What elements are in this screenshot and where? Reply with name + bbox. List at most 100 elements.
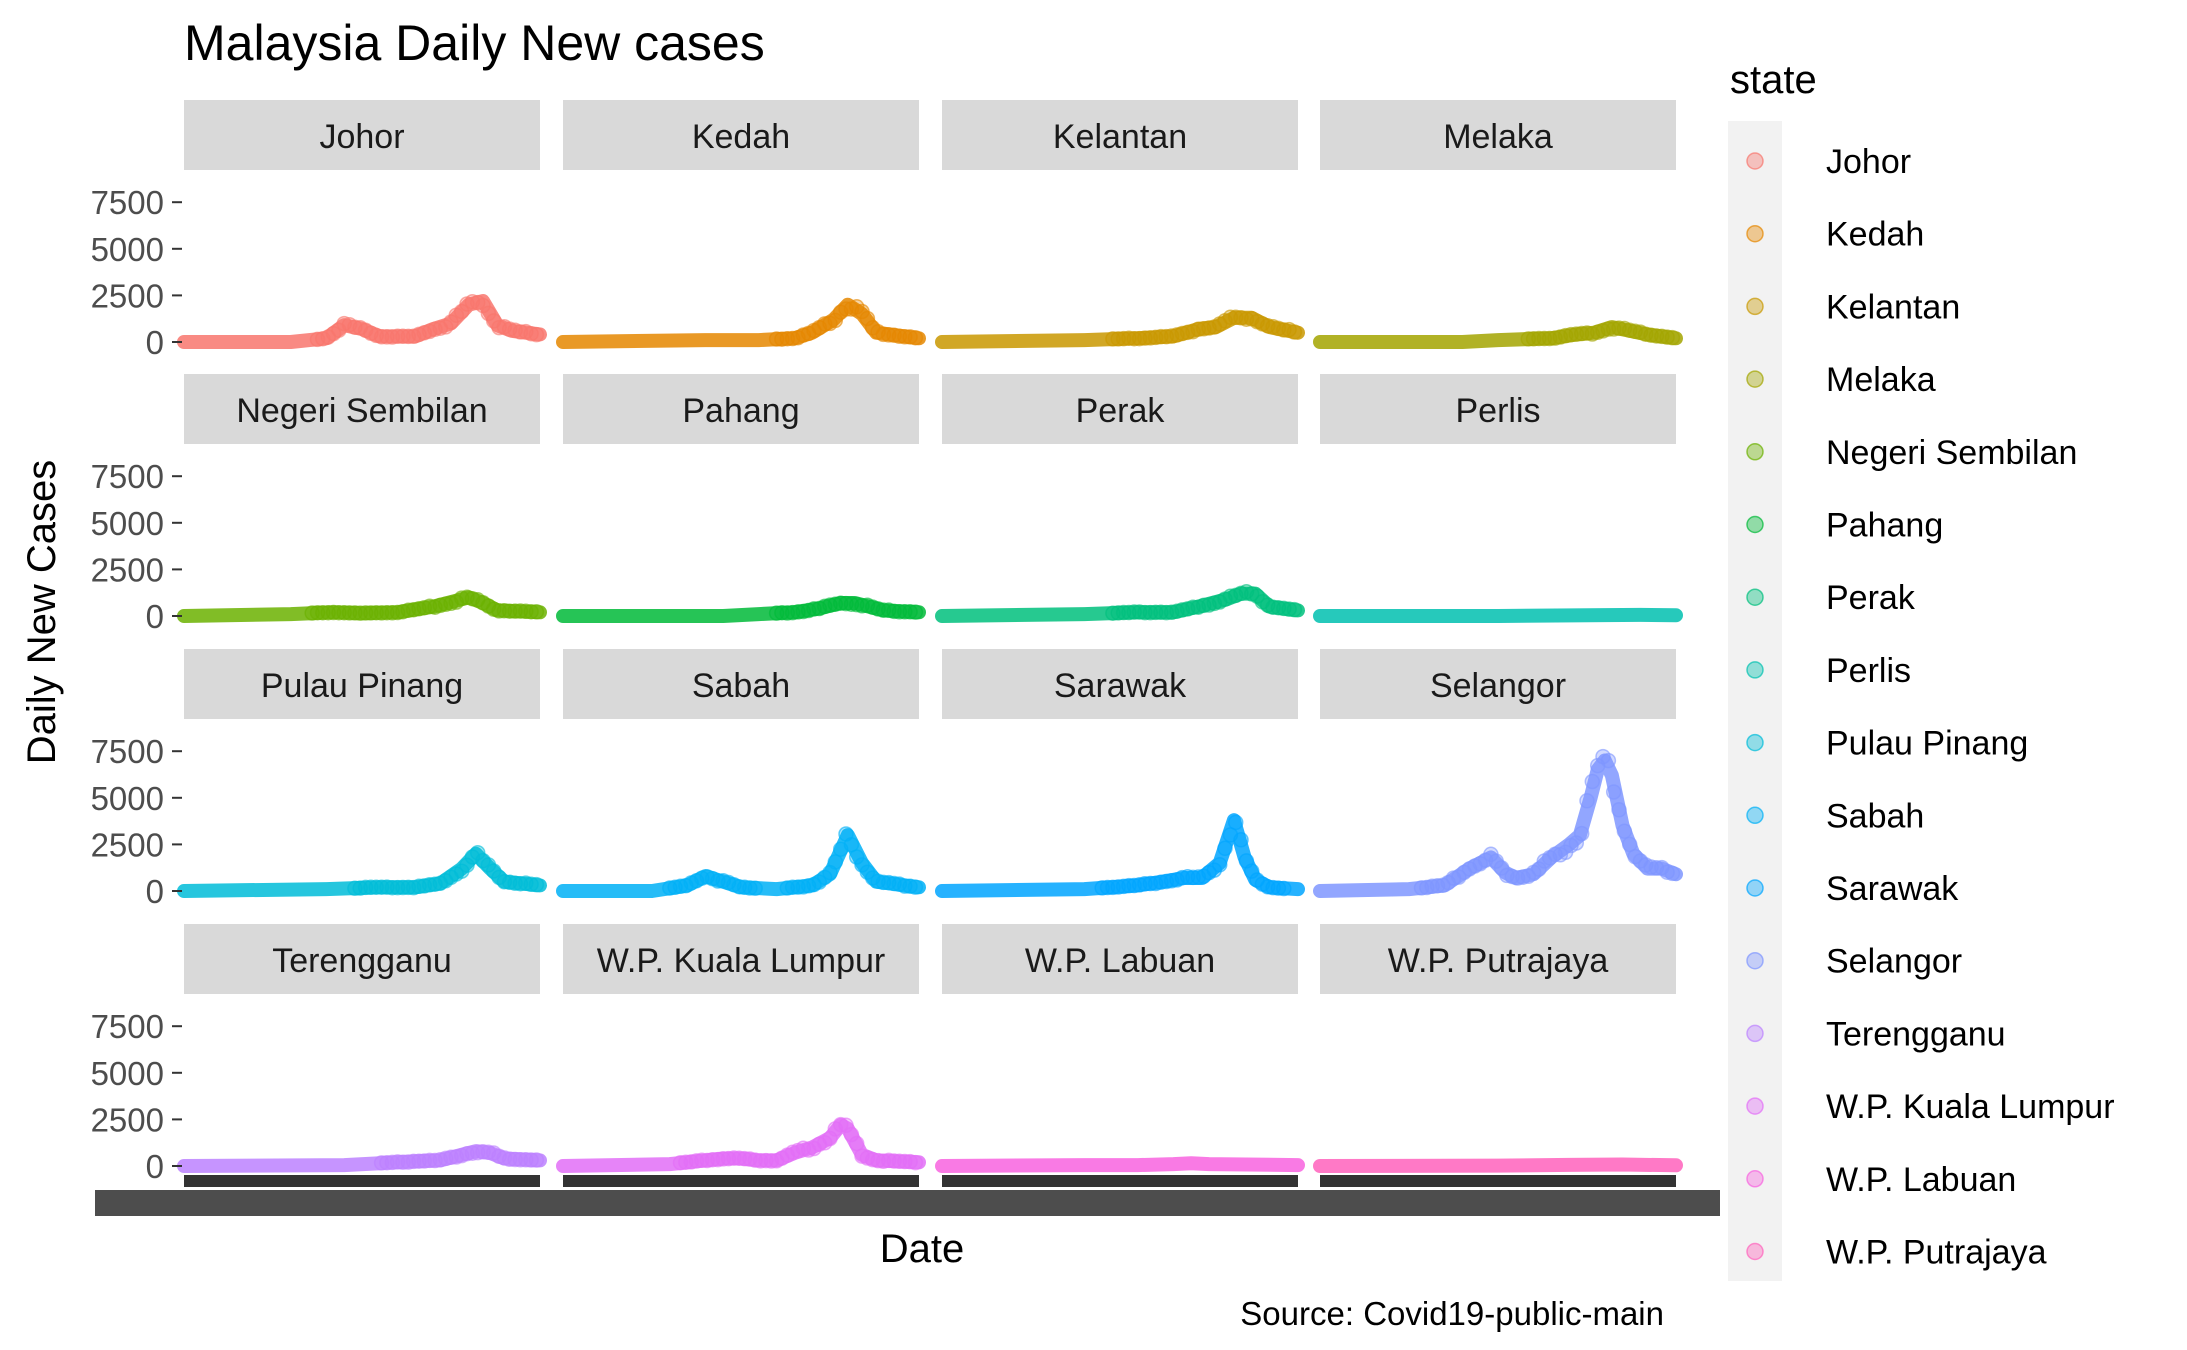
panel-pulau-pinang: Pulau Pinang — [177, 649, 547, 898]
data-point — [405, 1153, 422, 1170]
panel-sarawak: Sarawak — [935, 649, 1305, 898]
data-point — [1568, 835, 1585, 851]
data-point — [827, 596, 844, 612]
data-point — [518, 1152, 534, 1168]
y-tick-label: 5000 — [91, 780, 164, 817]
facet-strip — [942, 100, 1298, 170]
data-point — [1227, 814, 1244, 831]
facet-strip-label: Kedah — [692, 118, 790, 156]
y-tick-label: 5000 — [91, 1055, 164, 1092]
panel-perak: Perak — [935, 374, 1305, 623]
series-points — [373, 1144, 545, 1171]
data-point — [523, 325, 539, 342]
legend-key — [1746, 733, 1764, 752]
series-points — [768, 595, 924, 621]
panel-sabah: Sabah — [556, 649, 926, 898]
facet-strip-label: Negeri Sembilan — [236, 392, 487, 430]
data-point — [1126, 604, 1142, 620]
series-points — [768, 299, 924, 347]
facet-strip-label: Melaka — [1443, 118, 1553, 156]
y-tick-label: 2500 — [91, 551, 164, 588]
legend-key — [1746, 443, 1764, 461]
panel-w-p-kuala-lumpur: W.P. Kuala Lumpur — [556, 924, 926, 1187]
legend-item: Perak — [1746, 579, 1916, 617]
facet-strip-label: Sarawak — [1054, 667, 1187, 705]
facet-strip-label: W.P. Labuan — [1025, 942, 1215, 980]
data-point — [373, 329, 390, 345]
legend-label: Pulau Pinang — [1826, 725, 2028, 763]
data-point — [1659, 864, 1675, 880]
data-point — [379, 879, 395, 895]
legend-key — [1746, 515, 1764, 534]
data-point — [726, 1150, 742, 1166]
data-point — [768, 605, 785, 621]
legend-key — [1746, 224, 1764, 243]
legend-label: Perlis — [1826, 652, 1911, 690]
data-point — [395, 328, 411, 345]
facet-strip — [184, 649, 540, 719]
legend-item: W.P. Putrajaya — [1746, 1234, 2047, 1272]
data-point — [1643, 859, 1659, 875]
legend-key — [1746, 1097, 1764, 1115]
legend-label: Perak — [1826, 579, 1916, 617]
facet-strip — [184, 100, 540, 170]
legend-key — [1746, 879, 1764, 897]
legend-item: Terengganu — [1746, 1015, 2006, 1053]
legend-label: W.P. Labuan — [1826, 1161, 2016, 1199]
y-tick-label: 2500 — [91, 277, 164, 314]
panel-melaka: Melaka — [1313, 100, 1683, 349]
legend-item: Melaka — [1746, 361, 1936, 399]
data-point — [1270, 880, 1287, 896]
data-point — [886, 1153, 902, 1169]
legend-item: Selangor — [1746, 943, 1962, 981]
data-point — [1126, 330, 1142, 347]
legend-item: Sabah — [1746, 797, 1924, 835]
data-point — [1281, 601, 1297, 617]
data-point — [475, 297, 491, 314]
data-point — [694, 870, 710, 886]
data-point — [1286, 601, 1303, 618]
panel-w-p-labuan: W.P. Labuan — [935, 924, 1305, 1187]
legend-item: Pahang — [1746, 507, 1943, 545]
legend-label: Negeri Sembilan — [1826, 434, 2077, 472]
data-point — [1286, 324, 1303, 340]
y-tick-label: 5000 — [91, 505, 164, 542]
data-point — [363, 879, 379, 896]
panel-kelantan: Kelantan — [935, 100, 1305, 349]
facet-strip — [1320, 100, 1676, 170]
facet-strip-label: Kelantan — [1053, 118, 1187, 156]
data-point — [325, 604, 342, 621]
panel-selangor: Selangor — [1313, 649, 1683, 898]
panel-x-axis — [184, 1175, 540, 1187]
data-point — [1142, 604, 1159, 621]
data-point — [384, 879, 401, 896]
data-point — [832, 1116, 849, 1133]
data-point — [1179, 869, 1196, 885]
series-points — [304, 589, 545, 621]
data-point — [469, 1144, 486, 1161]
data-point — [768, 331, 785, 347]
data-point — [907, 329, 924, 346]
legend-items: Johor Kedah Kelantan Melaka Negeri Sembilan P… — [1746, 143, 2115, 1272]
data-point — [1249, 588, 1265, 604]
legend-label: Kedah — [1826, 216, 1924, 254]
data-point — [875, 1153, 892, 1170]
series-points — [1105, 309, 1303, 347]
series-points — [1094, 814, 1292, 897]
facet-strip — [1320, 924, 1676, 994]
data-point — [827, 854, 844, 870]
data-point — [1153, 604, 1169, 621]
x-axis-band — [95, 1190, 1720, 1216]
legend-label: Selangor — [1826, 943, 1962, 981]
legend-item: Kedah — [1746, 216, 1924, 254]
data-point — [902, 329, 918, 345]
facet-strip-label: Pulau Pinang — [261, 667, 463, 705]
series-points — [1413, 748, 1681, 896]
data-point — [357, 605, 374, 621]
legend-key — [1746, 806, 1764, 825]
data-point — [1659, 329, 1675, 345]
data-point — [1611, 802, 1627, 818]
legend-item: Pulau Pinang — [1746, 725, 2028, 763]
y-tick-label: 7500 — [91, 1008, 164, 1045]
legend-key — [1746, 951, 1764, 970]
